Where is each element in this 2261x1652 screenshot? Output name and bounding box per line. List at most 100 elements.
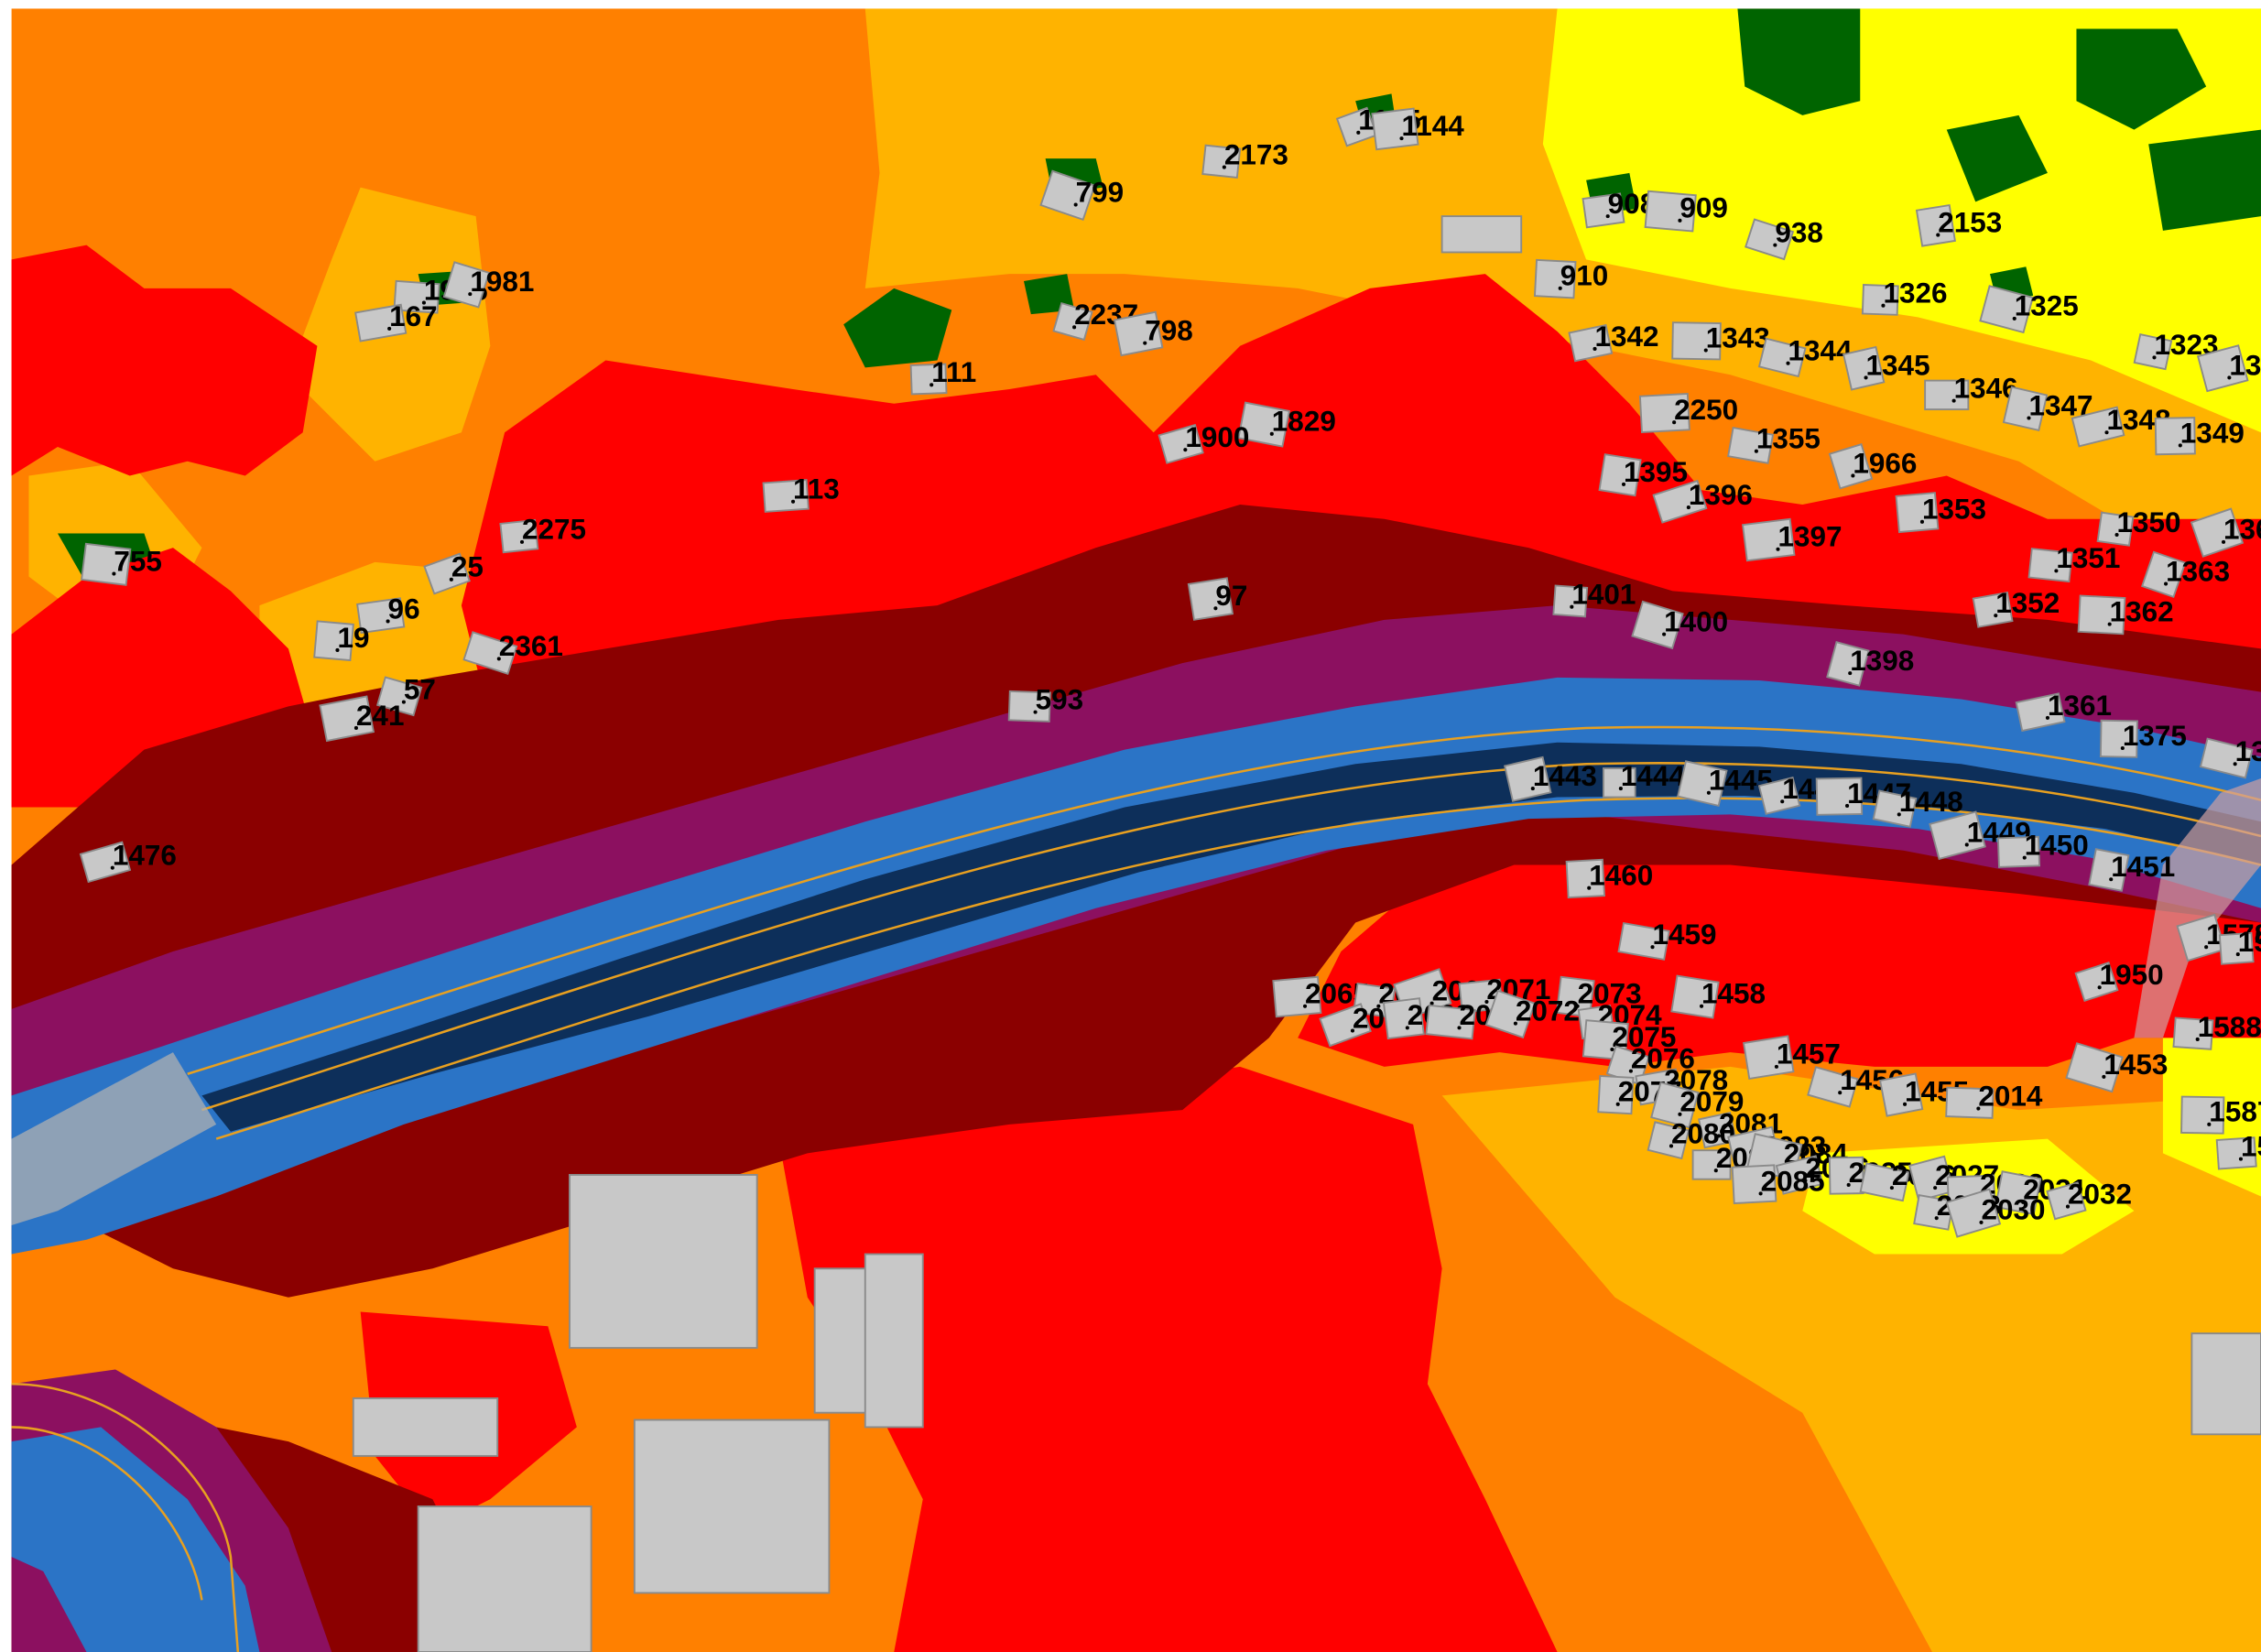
- building[interactable]: 1351: [2027, 542, 2121, 583]
- building[interactable]: 1457: [1743, 1035, 1841, 1080]
- building-footprint: [354, 303, 408, 342]
- building[interactable]: 1144: [1371, 107, 1464, 151]
- building[interactable]: 1451: [2088, 848, 2175, 892]
- building[interactable]: 2250: [1638, 392, 1738, 434]
- receiver-point: [335, 647, 340, 652]
- building[interactable]: 1900: [1158, 421, 1250, 464]
- building[interactable]: 158: [2215, 1130, 2261, 1170]
- building[interactable]: 1829: [1237, 401, 1336, 448]
- building[interactable]: 2173: [1201, 138, 1288, 179]
- building[interactable]: 1397: [1742, 517, 1842, 562]
- receiver-point: [2152, 355, 2157, 360]
- building[interactable]: 798: [1113, 310, 1193, 357]
- building[interactable]: 2153: [1915, 204, 2002, 247]
- building[interactable]: 2014: [1945, 1080, 2043, 1119]
- building[interactable]: 25: [423, 551, 484, 595]
- building[interactable]: 1326: [1861, 277, 1948, 316]
- building[interactable]: 2079: [1650, 1081, 1744, 1129]
- building[interactable]: 1343: [1671, 321, 1770, 361]
- building[interactable]: 1361: [2015, 690, 2112, 733]
- building[interactable]: 593: [1007, 683, 1083, 723]
- building[interactable]: 1355: [1727, 423, 1821, 464]
- building[interactable]: 2361: [462, 630, 563, 676]
- building[interactable]: 2030: [1945, 1188, 2046, 1238]
- building[interactable]: 1363: [2140, 550, 2230, 599]
- building[interactable]: 1453: [2065, 1042, 2169, 1093]
- building[interactable]: 1325: [1979, 285, 2079, 334]
- building[interactable]: 2076: [1605, 1042, 1695, 1086]
- building[interactable]: 2237: [1052, 299, 1139, 342]
- building-label: 1398: [1850, 645, 1914, 677]
- building[interactable]: 910: [1533, 258, 1608, 299]
- building[interactable]: 97: [1187, 577, 1248, 621]
- building[interactable]: 1443: [1504, 755, 1597, 802]
- building[interactable]: 1345: [1842, 345, 1930, 391]
- building-footprint: [1994, 1170, 2042, 1216]
- building[interactable]: 1450: [1996, 829, 2089, 868]
- building[interactable]: 2085: [1731, 1164, 1825, 1205]
- building[interactable]: 1398: [1826, 641, 1914, 687]
- building[interactable]: 1353: [1895, 492, 1986, 534]
- building[interactable]: 137: [2199, 735, 2261, 779]
- building[interactable]: 1352: [1972, 587, 2060, 628]
- building[interactable]: 111: [909, 356, 977, 396]
- building[interactable]: 938: [1745, 216, 1823, 261]
- building[interactable]: 799: [1039, 169, 1125, 222]
- building[interactable]: 1350: [2096, 506, 2181, 547]
- building-label: 25: [451, 551, 484, 583]
- building[interactable]: 2275: [499, 514, 586, 554]
- building[interactable]: 909: [1644, 190, 1728, 233]
- building[interactable]: 1375: [2099, 719, 2187, 758]
- building[interactable]: 1476: [79, 840, 177, 884]
- building[interactable]: 1323: [2133, 329, 2219, 371]
- building[interactable]: 1456: [1807, 1064, 1904, 1108]
- building[interactable]: 2032: [2046, 1178, 2132, 1221]
- building[interactable]: 1396: [1652, 479, 1753, 524]
- building[interactable]: 1966: [1828, 442, 1917, 490]
- building[interactable]: 1342: [1568, 321, 1659, 363]
- building[interactable]: 2072: [1484, 989, 1580, 1039]
- building[interactable]: 167: [354, 300, 438, 342]
- building-footprint: [442, 261, 491, 309]
- building[interactable]: 1588: [2172, 1011, 2261, 1050]
- building[interactable]: 1344: [1757, 335, 1853, 378]
- building[interactable]: 2080: [1647, 1117, 1735, 1160]
- building[interactable]: 19: [313, 620, 369, 662]
- building[interactable]: 2073: [1555, 975, 1642, 1018]
- building[interactable]: 241: [319, 695, 404, 743]
- building-footprint: [1727, 426, 1775, 464]
- building[interactable]: 1950: [2074, 959, 2164, 1003]
- building[interactable]: 96: [356, 592, 420, 635]
- building[interactable]: 1364: [2190, 507, 2261, 558]
- building-footprint: [423, 552, 471, 595]
- building[interactable]: 1459: [1617, 918, 1717, 961]
- building[interactable]: 1587: [2180, 1095, 2261, 1135]
- building-label: 2073: [1578, 978, 1642, 1010]
- building[interactable]: 113: [762, 473, 840, 513]
- building-footprint: [1007, 690, 1051, 723]
- building[interactable]: 1460: [1565, 858, 1654, 899]
- building[interactable]: 755: [81, 542, 162, 586]
- building-label: 1355: [1756, 423, 1821, 455]
- building[interactable]: 1347: [2002, 386, 2093, 432]
- building[interactable]: 1349: [2154, 417, 2245, 456]
- building[interactable]: 1346: [1924, 372, 2018, 411]
- building[interactable]: 1395: [1598, 453, 1688, 497]
- building[interactable]: 1444: [1603, 760, 1685, 799]
- building[interactable]: 1401: [1552, 579, 1636, 618]
- building[interactable]: 159: [2218, 926, 2261, 965]
- building-label: 1350: [2117, 506, 2181, 538]
- building-footprint: [1272, 975, 1322, 1018]
- building[interactable]: 1981: [442, 261, 535, 309]
- building[interactable]: 1400: [1631, 600, 1728, 650]
- building[interactable]: 1448: [1872, 786, 1963, 828]
- building[interactable]: 1362: [2077, 594, 2174, 636]
- building-label: 1450: [2025, 829, 2089, 861]
- building-footprint: [1597, 1074, 1635, 1115]
- building-label: 2250: [1674, 394, 1738, 426]
- building[interactable]: 57: [375, 673, 436, 717]
- building[interactable]: 1458: [1670, 974, 1766, 1019]
- building-footprint: [2065, 1042, 2124, 1093]
